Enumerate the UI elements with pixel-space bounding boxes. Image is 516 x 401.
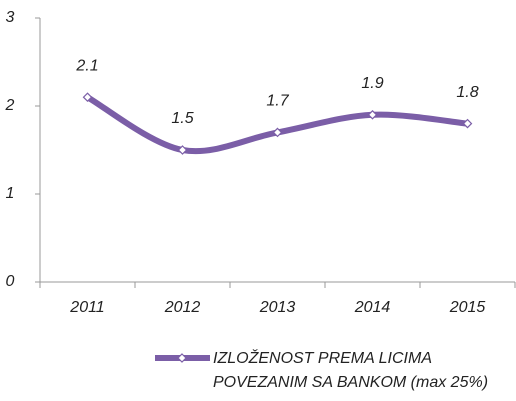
x-tick-label: 2011 bbox=[69, 299, 104, 316]
y-tick-label: 1 bbox=[6, 185, 15, 202]
point-marker bbox=[177, 145, 188, 155]
point-marker bbox=[367, 109, 378, 120]
x-tick-label: 2015 bbox=[449, 299, 486, 316]
point-marker bbox=[462, 118, 473, 129]
point-marker bbox=[82, 92, 93, 103]
y-tick-label: 2 bbox=[5, 97, 15, 114]
point-marker bbox=[272, 127, 283, 138]
data-label: 1.7 bbox=[266, 93, 289, 110]
legend-marker bbox=[177, 353, 187, 363]
data-label: 2.1 bbox=[75, 57, 98, 74]
y-tick-label: 0 bbox=[6, 273, 15, 290]
x-tick-label: 2014 bbox=[354, 299, 391, 316]
legend-label: IZLOŽENOST PREMA LICIMA POVEZANIM SA BAN… bbox=[213, 350, 489, 391]
x-tick-label: 2013 bbox=[259, 299, 296, 316]
data-label: 1.9 bbox=[361, 75, 383, 92]
data-label: 1.5 bbox=[171, 110, 193, 127]
y-tick-label: 3 bbox=[6, 9, 15, 26]
x-tick-label: 2012 bbox=[164, 299, 201, 316]
data-label: 1.8 bbox=[456, 84, 478, 101]
